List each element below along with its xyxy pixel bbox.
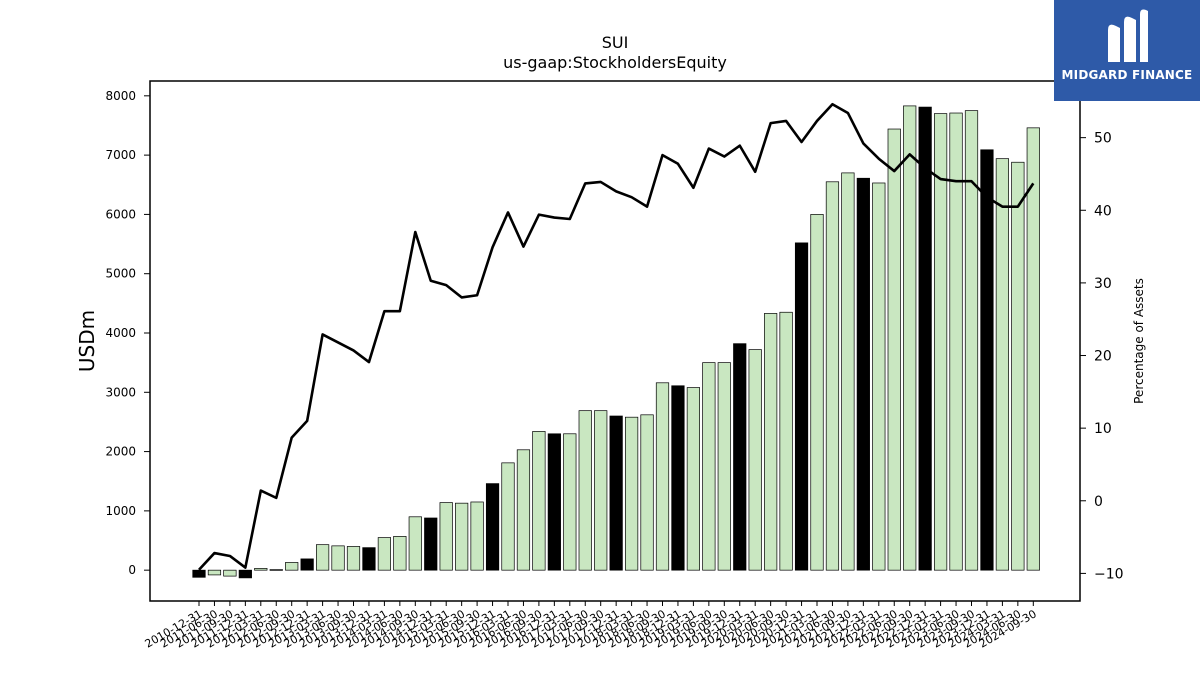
y2-tick-label: −10 [1094, 566, 1124, 582]
bar [439, 502, 453, 571]
bar [424, 517, 438, 571]
bar-series [192, 105, 1040, 579]
y-tick-label: 7000 [105, 148, 136, 162]
bar [748, 349, 762, 571]
bar [841, 172, 855, 571]
bar [903, 105, 917, 571]
bar [671, 385, 685, 571]
left-y-axis: 0 1000 2000 3000 4000 5000 6000 7000 8000 [105, 89, 150, 577]
bar [547, 433, 561, 571]
bar [207, 569, 222, 576]
bar [794, 242, 809, 571]
bar [717, 362, 731, 571]
bar [408, 516, 422, 571]
bar [269, 569, 283, 571]
bar [779, 311, 793, 571]
bar [316, 544, 330, 571]
bar [995, 158, 1010, 571]
bar [825, 181, 840, 571]
y2-axis-label: Percentage of Assets [1132, 278, 1146, 404]
bar [346, 546, 361, 571]
bar [918, 106, 932, 571]
right-y-axis: −10 0 10 20 30 40 50 [1080, 131, 1124, 582]
bar [470, 501, 484, 571]
bar [933, 113, 948, 571]
bar [516, 449, 531, 571]
bar [285, 562, 299, 571]
bar [362, 547, 376, 571]
logo-mark-icon [1108, 9, 1148, 63]
y2-tick-label: 50 [1094, 131, 1112, 147]
bar [238, 569, 252, 579]
y-tick-label: 4000 [105, 326, 136, 340]
bar [331, 545, 345, 571]
bar [980, 149, 994, 571]
y-axis-label: USDm [75, 310, 99, 372]
y2-tick-label: 30 [1094, 276, 1112, 292]
bar [594, 410, 608, 571]
bar [300, 558, 314, 571]
bar [609, 415, 623, 571]
y-tick-label: 8000 [105, 89, 136, 103]
plot-frame [149, 80, 1081, 602]
y2-tick-label: 40 [1094, 203, 1112, 219]
bar [856, 177, 870, 571]
y-tick-label: 2000 [105, 445, 136, 459]
chart-subtitle: us-gaap:StockholdersEquity [503, 53, 727, 72]
y-tick-label: 3000 [105, 385, 136, 399]
y2-tick-label: 10 [1094, 421, 1112, 437]
bar [501, 462, 515, 571]
line-series [198, 102, 1035, 571]
bar [532, 431, 546, 571]
bar [1011, 161, 1025, 571]
bar [764, 313, 778, 571]
x-axis: 2010-12-312011-06-302011-09-302011-12-31… [143, 601, 1039, 651]
y-tick-label: 6000 [105, 207, 136, 221]
bar [887, 128, 901, 571]
chart-title: SUI [602, 33, 629, 52]
midgard-finance-logo: MIDGARD FINANCE [1054, 0, 1200, 101]
bar [733, 343, 747, 571]
bar [640, 414, 654, 571]
y-tick-label: 5000 [105, 267, 136, 281]
y2-tick-label: 0 [1094, 494, 1103, 510]
bar [578, 410, 592, 571]
logo-text: MIDGARD FINANCE [1061, 68, 1193, 82]
bar [702, 362, 716, 571]
bar [624, 416, 639, 571]
bar [872, 182, 886, 571]
y-tick-label: 0 [128, 563, 136, 577]
bar [223, 569, 237, 577]
bar [393, 536, 407, 571]
y2-tick-label: 20 [1094, 349, 1112, 365]
bar [563, 433, 577, 571]
bar [655, 382, 670, 571]
bar [1026, 127, 1040, 571]
bar [485, 483, 500, 571]
bar [254, 568, 268, 571]
y-tick-label: 1000 [105, 504, 136, 518]
bar [686, 387, 701, 571]
bar [964, 110, 979, 571]
series-line [198, 102, 1035, 571]
bar [455, 502, 469, 571]
bar [949, 112, 963, 571]
bar [810, 214, 824, 571]
bar [192, 569, 206, 578]
bar [377, 537, 391, 571]
